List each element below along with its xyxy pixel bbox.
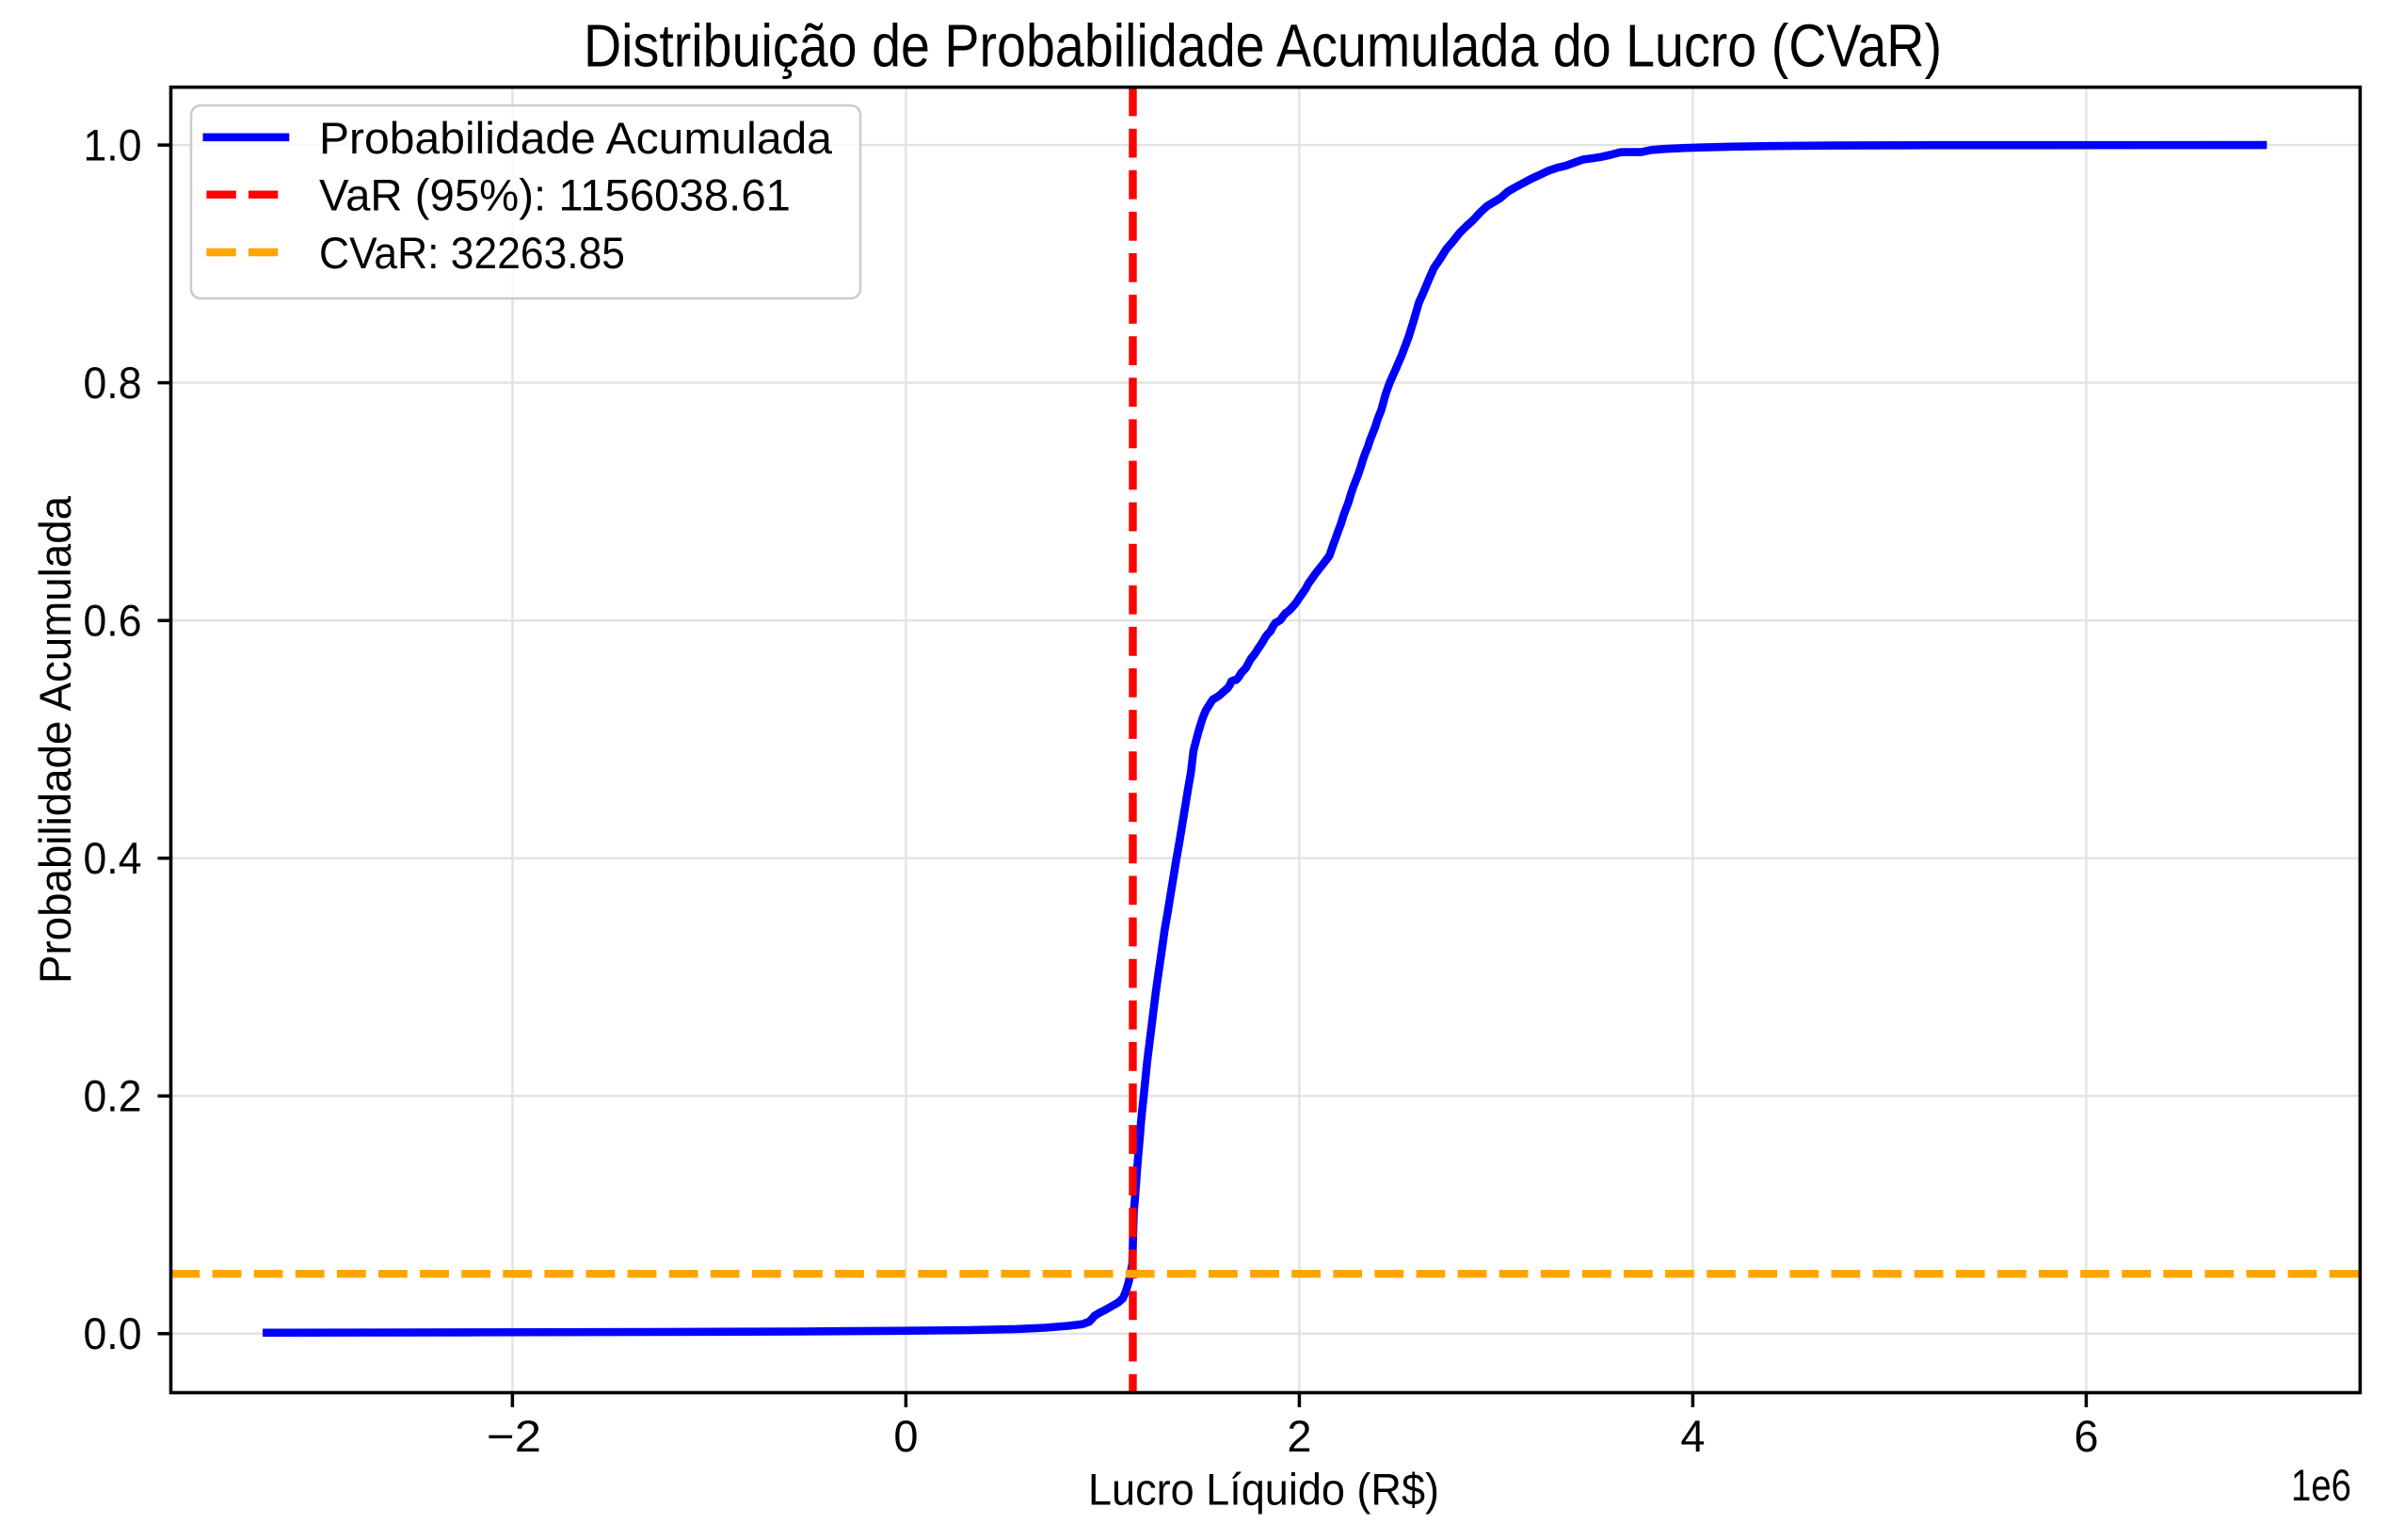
- svg-text:0.6: 0.6: [84, 596, 142, 646]
- svg-text:1.0: 1.0: [84, 120, 142, 170]
- svg-text:Probabilidade Acumulada: Probabilidade Acumulada: [319, 113, 833, 163]
- svg-text:2: 2: [1287, 1411, 1311, 1461]
- svg-text:0.8: 0.8: [84, 358, 142, 408]
- svg-text:0.0: 0.0: [84, 1308, 142, 1358]
- svg-text:Distribuição de Probabilidade: Distribuição de Probabilidade Acumulada …: [584, 12, 1942, 80]
- svg-text:0: 0: [893, 1411, 918, 1461]
- svg-text:0.2: 0.2: [84, 1071, 142, 1121]
- svg-text:1e6: 1e6: [2291, 1460, 2351, 1510]
- svg-text:Lucro Líquido (R$): Lucro Líquido (R$): [1088, 1465, 1439, 1515]
- svg-text:0.4: 0.4: [84, 833, 142, 883]
- svg-text:CVaR: 32263.85: CVaR: 32263.85: [319, 228, 625, 278]
- svg-text:Probabilidade Acumulada: Probabilidade Acumulada: [30, 495, 80, 984]
- svg-text:6: 6: [2074, 1411, 2098, 1461]
- svg-text:VaR (95%): 1156038.61: VaR (95%): 1156038.61: [319, 170, 791, 220]
- svg-text:4: 4: [1680, 1411, 1705, 1461]
- svg-text:−2: −2: [487, 1411, 541, 1461]
